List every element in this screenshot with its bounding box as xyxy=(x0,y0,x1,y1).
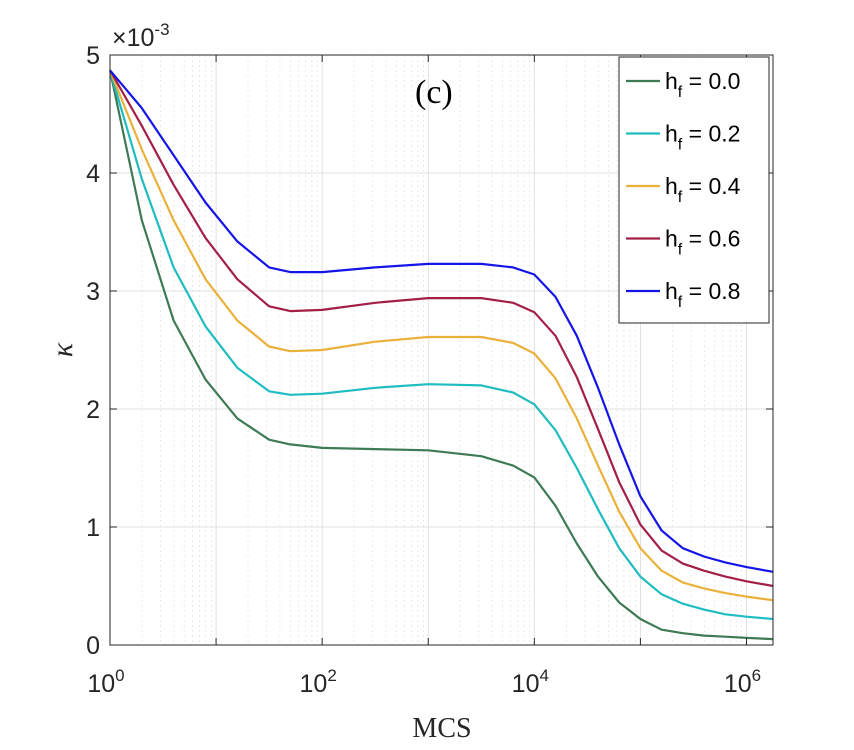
legend-label-sub: f xyxy=(678,294,683,311)
series-line xyxy=(108,70,774,641)
legend-label-sub: f xyxy=(678,189,683,206)
x-tick-label: 106 xyxy=(724,666,761,698)
legend-label-sub: f xyxy=(678,137,683,154)
series-line xyxy=(108,69,774,602)
legend-label: hf = 0.8 xyxy=(665,278,740,311)
legend-label-rest: = 0.2 xyxy=(682,121,740,147)
y-tick-label: 0 xyxy=(86,632,100,660)
y-multiplier-exponent: -3 xyxy=(154,20,169,39)
y-tick-label: 3 xyxy=(86,278,100,306)
x-tick-label: 102 xyxy=(300,666,337,698)
legend-items: hf = 0.0hf = 0.2hf = 0.4hf = 0.6hf = 0.8 xyxy=(626,68,741,311)
x-tick-base: 10 xyxy=(87,670,115,698)
legend-label-main: h xyxy=(665,278,678,304)
legend-label-rest: = 0.6 xyxy=(682,226,740,252)
legend-label-main: h xyxy=(665,68,678,94)
series-line xyxy=(109,69,774,588)
y-axis-title: κ xyxy=(46,342,79,357)
x-tick-base: 10 xyxy=(512,670,540,698)
legend-label-rest: = 0.8 xyxy=(682,278,740,304)
x-tick-exponent: 2 xyxy=(327,666,336,685)
y-tick-labels: 0 1 2 3 4 5 xyxy=(86,42,100,660)
annotation-label: (c) xyxy=(415,74,453,111)
legend-label: hf = 0.4 xyxy=(665,173,741,206)
x-axis-title: MCS xyxy=(412,713,471,744)
legend-label: hf = 0.6 xyxy=(665,226,740,259)
x-tick-labels: 100 102 104 106 xyxy=(87,666,761,698)
x-tick-label: 104 xyxy=(512,666,549,698)
legend-box xyxy=(618,56,770,324)
x-tick-base: 10 xyxy=(724,670,752,698)
legend-label: hf = 0.0 xyxy=(665,68,740,101)
series-line xyxy=(109,69,774,573)
y-tick-label: 2 xyxy=(86,396,100,424)
legend-label-sub: f xyxy=(678,242,683,259)
y-tick-label: 5 xyxy=(86,42,100,70)
legend-label-main: h xyxy=(665,121,678,147)
legend-label-sub: f xyxy=(678,84,683,101)
series-lines xyxy=(108,69,774,641)
legend-label-main: h xyxy=(665,226,678,252)
legend-label-rest: = 0.4 xyxy=(682,173,740,199)
legend: hf = 0.0hf = 0.2hf = 0.4hf = 0.6hf = 0.8 xyxy=(618,56,770,324)
legend-label-main: h xyxy=(665,173,678,199)
x-tick-exponent: 6 xyxy=(752,666,761,685)
legend-label-rest: = 0.0 xyxy=(682,68,740,94)
y-tick-label: 1 xyxy=(86,514,100,542)
y-tick-label: 4 xyxy=(86,160,100,188)
x-tick-label: 100 xyxy=(87,666,124,698)
y-multiplier: ×10-3 xyxy=(112,20,170,52)
x-tick-base: 10 xyxy=(300,670,328,698)
x-tick-exponent: 4 xyxy=(539,666,548,685)
legend-label: hf = 0.2 xyxy=(665,121,740,154)
x-tick-exponent: 0 xyxy=(115,666,124,685)
y-multiplier-base: ×10 xyxy=(112,24,154,52)
series-line xyxy=(108,69,774,621)
plot-frame xyxy=(109,54,774,646)
